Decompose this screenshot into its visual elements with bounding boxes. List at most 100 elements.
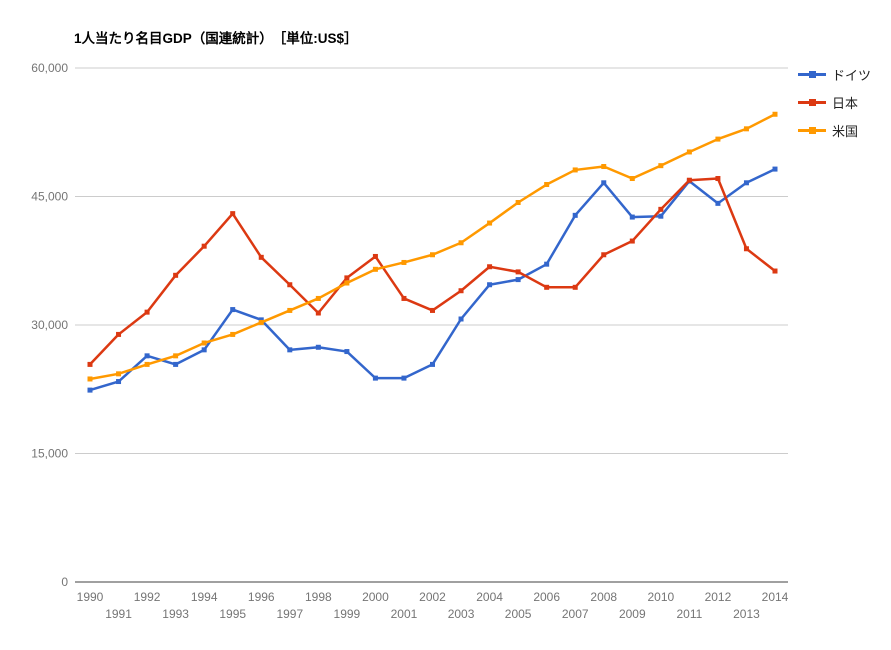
data-point-germany-1993[interactable] <box>173 361 179 367</box>
data-point-japan-1995[interactable] <box>230 211 236 217</box>
data-point-usa-2004[interactable] <box>487 220 493 226</box>
x-tick-label: 2003 <box>448 607 475 621</box>
data-point-germany-1997[interactable] <box>287 347 293 353</box>
data-point-germany-2008[interactable] <box>601 180 607 186</box>
chart-legend: ドイツ 日本 米国 <box>798 60 871 144</box>
data-point-usa-2013[interactable] <box>743 126 749 132</box>
data-point-usa-2002[interactable] <box>430 252 435 258</box>
data-point-japan-2008[interactable] <box>601 252 607 258</box>
legend-label-usa: 米国 <box>832 123 859 139</box>
data-point-japan-2002[interactable] <box>430 307 435 313</box>
data-point-japan-1992[interactable] <box>144 309 150 315</box>
data-point-germany-2006[interactable] <box>544 261 550 267</box>
data-point-usa-2006[interactable] <box>544 182 550 188</box>
data-point-usa-1999[interactable] <box>344 280 350 286</box>
x-tick-label: 2013 <box>733 607 760 621</box>
data-point-usa-2000[interactable] <box>372 266 378 272</box>
data-point-germany-1998[interactable] <box>315 344 321 350</box>
data-point-germany-1990[interactable] <box>87 387 93 393</box>
data-point-usa-2005[interactable] <box>515 199 521 205</box>
x-tick-label: 2010 <box>647 590 674 604</box>
data-point-germany-1999[interactable] <box>344 349 350 355</box>
data-point-japan-2014[interactable] <box>772 268 778 274</box>
data-point-usa-2001[interactable] <box>401 259 407 265</box>
data-point-japan-1990[interactable] <box>87 361 93 367</box>
data-point-germany-1991[interactable] <box>116 379 122 385</box>
data-point-usa-1998[interactable] <box>315 295 321 301</box>
data-point-usa-2009[interactable] <box>629 176 635 182</box>
data-point-japan-1991[interactable] <box>116 331 122 337</box>
data-point-germany-1994[interactable] <box>201 347 207 353</box>
x-tick-label: 2007 <box>562 607 589 621</box>
data-point-germany-2007[interactable] <box>572 212 578 218</box>
data-point-usa-1990[interactable] <box>87 376 93 382</box>
x-tick-label: 1995 <box>219 607 246 621</box>
legend-item-japan: 日本 <box>798 88 871 116</box>
data-point-usa-1994[interactable] <box>201 340 207 346</box>
data-point-usa-1991[interactable] <box>116 371 122 377</box>
data-point-japan-2009[interactable] <box>629 238 635 244</box>
data-point-germany-2005[interactable] <box>515 277 521 283</box>
data-point-japan-2005[interactable] <box>515 269 521 275</box>
x-tick-label: 1997 <box>276 607 303 621</box>
data-point-germany-2014[interactable] <box>772 166 778 172</box>
y-tick-label: 15,000 <box>31 447 68 461</box>
data-point-germany-2012[interactable] <box>715 200 721 206</box>
data-point-usa-2003[interactable] <box>458 240 464 246</box>
data-point-usa-1992[interactable] <box>144 361 150 367</box>
data-point-japan-2001[interactable] <box>401 295 407 301</box>
data-point-germany-2009[interactable] <box>629 214 635 220</box>
data-point-germany-1992[interactable] <box>144 353 150 359</box>
data-point-japan-1994[interactable] <box>201 243 207 249</box>
x-tick-label: 2009 <box>619 607 646 621</box>
germany-series-marker-icon <box>798 70 826 79</box>
data-point-japan-2007[interactable] <box>572 284 578 290</box>
data-point-germany-2013[interactable] <box>743 180 749 186</box>
japan-series-marker-icon <box>798 98 826 107</box>
data-point-japan-2006[interactable] <box>544 284 550 290</box>
data-point-germany-2002[interactable] <box>430 361 435 367</box>
data-point-usa-1995[interactable] <box>230 331 236 337</box>
x-tick-label: 2002 <box>419 590 446 604</box>
data-point-japan-2012[interactable] <box>715 176 721 182</box>
x-tick-label: 2001 <box>391 607 418 621</box>
data-point-japan-2011[interactable] <box>686 177 692 183</box>
data-point-japan-1993[interactable] <box>173 272 179 278</box>
data-point-japan-1999[interactable] <box>344 275 350 281</box>
data-point-usa-2014[interactable] <box>772 111 778 117</box>
data-point-usa-1996[interactable] <box>258 319 264 325</box>
data-point-usa-1997[interactable] <box>287 307 293 313</box>
data-point-japan-1998[interactable] <box>315 310 321 316</box>
data-point-japan-2010[interactable] <box>658 206 664 212</box>
data-point-usa-2012[interactable] <box>715 136 721 142</box>
data-point-japan-2003[interactable] <box>458 288 464 294</box>
x-tick-label: 1996 <box>248 590 275 604</box>
x-tick-label: 1999 <box>334 607 361 621</box>
data-point-germany-2001[interactable] <box>401 375 407 381</box>
data-point-germany-2010[interactable] <box>658 213 664 219</box>
data-point-germany-2004[interactable] <box>487 282 493 288</box>
data-point-usa-2008[interactable] <box>601 164 607 170</box>
data-point-usa-1993[interactable] <box>173 353 179 359</box>
data-point-japan-2013[interactable] <box>743 246 749 252</box>
data-point-germany-2000[interactable] <box>372 375 378 381</box>
data-point-japan-1997[interactable] <box>287 282 293 288</box>
data-point-germany-1995[interactable] <box>230 307 236 313</box>
legend-item-germany: ドイツ <box>798 60 871 88</box>
series-line-japan <box>88 177 777 366</box>
x-tick-label: 2006 <box>533 590 560 604</box>
data-point-japan-1996[interactable] <box>258 254 264 260</box>
data-point-usa-2010[interactable] <box>658 163 664 169</box>
x-tick-label: 1991 <box>105 607 132 621</box>
data-point-germany-2003[interactable] <box>458 316 464 322</box>
data-point-usa-2011[interactable] <box>686 149 692 155</box>
data-point-japan-2000[interactable] <box>372 253 378 259</box>
legend-item-usa: 米国 <box>798 116 871 144</box>
x-tick-label: 2011 <box>676 607 702 621</box>
chart-title: 1人当たり名目GDP（国連統計） ［単位:US$］ <box>74 31 358 46</box>
data-point-germany-1996[interactable] <box>258 317 264 323</box>
data-point-usa-2007[interactable] <box>572 167 578 173</box>
series-line-germany <box>88 167 777 392</box>
data-point-japan-2004[interactable] <box>487 264 493 270</box>
